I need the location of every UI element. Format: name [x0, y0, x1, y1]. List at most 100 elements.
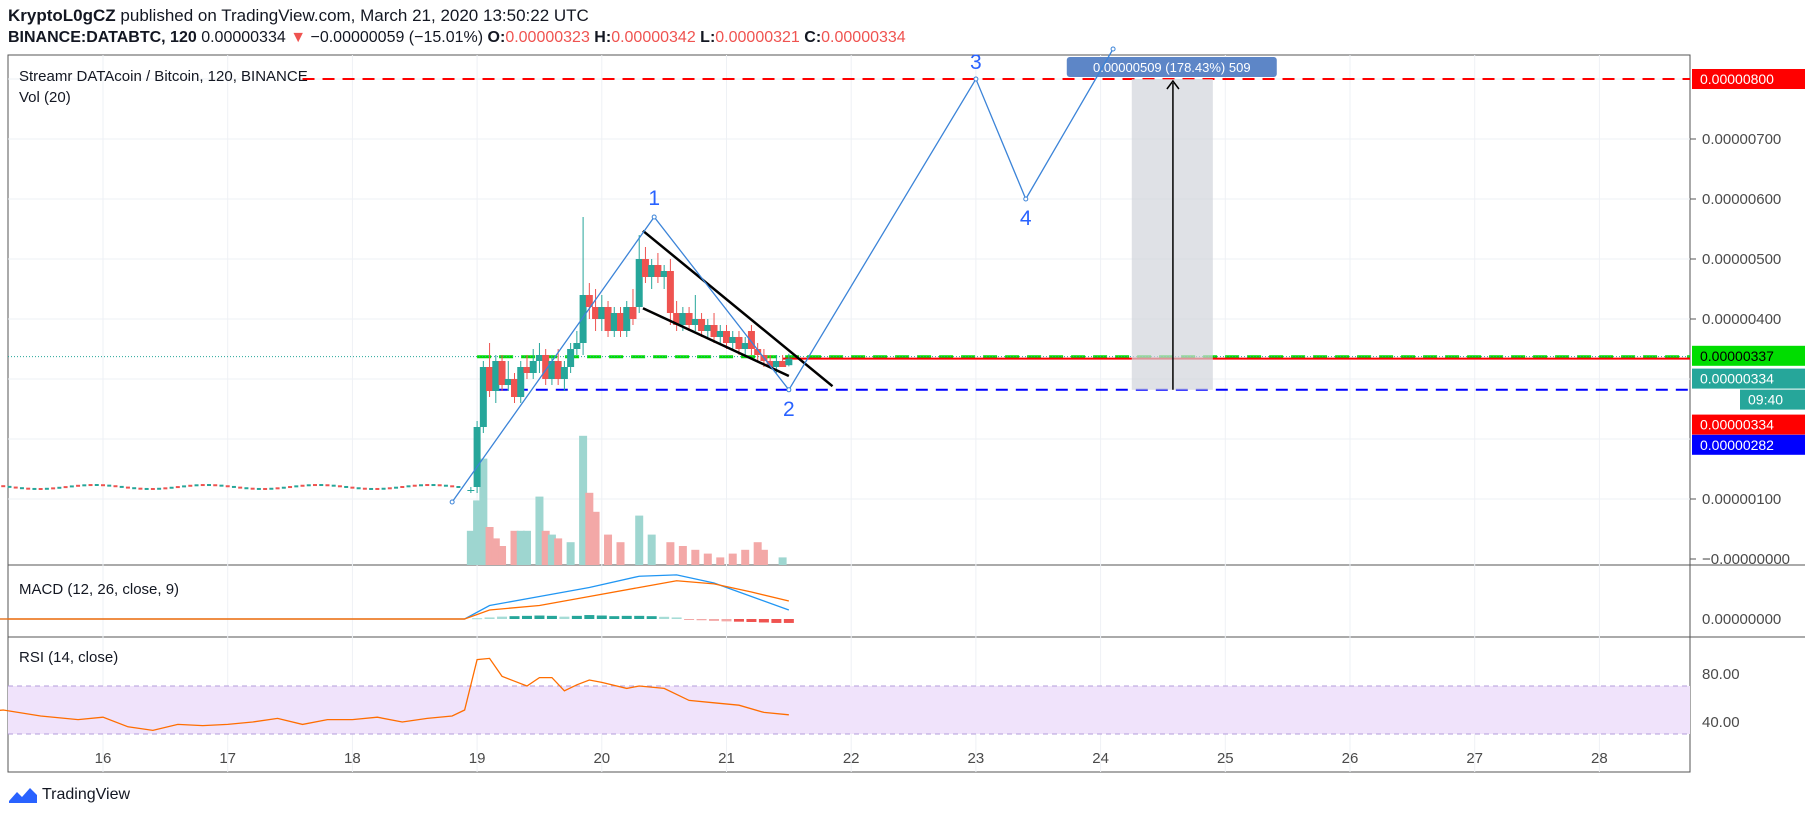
macd-histogram-bar: [484, 617, 495, 619]
projection-arrowhead: [1166, 79, 1180, 90]
time-tick-label: 27: [1466, 750, 1483, 767]
macd-histogram-bar: [472, 618, 483, 620]
grid: [8, 55, 1690, 772]
time-tick-label: 22: [843, 750, 860, 767]
candle-body: [585, 295, 593, 307]
volume-bar: [635, 515, 644, 565]
macd-histogram-bar: [634, 615, 645, 619]
low-label: L:: [700, 29, 716, 46]
green-price-tag-bg: [1692, 345, 1805, 366]
candle-body: [691, 319, 699, 325]
candle-body: [660, 271, 668, 277]
candle-body: [610, 313, 618, 331]
macd-histogram-bar: [497, 616, 508, 619]
macd-signal-line: [0, 580, 790, 620]
macd-histogram-bar: [746, 619, 757, 622]
volume-bar: [485, 527, 494, 565]
wedge-upper-line: [642, 229, 834, 388]
candle-body: [747, 331, 755, 349]
volume-bar: [498, 546, 507, 565]
candle-body: [560, 367, 568, 379]
volume-label: Vol (20): [19, 89, 71, 106]
macd-histogram-bar: [609, 616, 620, 619]
macd-histogram-bar: [709, 619, 720, 621]
candles: [1, 217, 793, 493]
falling-wedge: [642, 229, 834, 388]
candle-body: [635, 259, 643, 307]
volume-bar: [585, 492, 594, 565]
wave-point: [1110, 46, 1116, 52]
macd-line: [0, 574, 790, 620]
publish-line: KryptoL0gCZ published on TradingView.com…: [8, 6, 589, 26]
candle-body: [567, 349, 575, 367]
macd-histogram-bar: [758, 619, 769, 623]
low-value: 0.00000321: [715, 29, 800, 46]
wave-label: 2: [783, 398, 795, 421]
ohlc-line: BINANCE:DATABTC, 120 0.00000334 ▼ −0.000…: [8, 29, 906, 47]
tradingview-icon: [9, 788, 37, 803]
last-price-tag: 0.00000334: [1700, 371, 1774, 387]
price-tick-label: 0.00000700: [1702, 131, 1781, 148]
candle-body: [754, 349, 762, 355]
macd-histogram-bar: [571, 615, 582, 619]
time-tick-label: 28: [1591, 750, 1608, 767]
wave-point: [651, 214, 657, 220]
volume-bar: [753, 542, 762, 565]
time-tick-label: 24: [1092, 750, 1109, 767]
outer-border: [7, 54, 1691, 773]
volume-bar: [741, 549, 750, 565]
support-price-tag-bg: [1692, 434, 1805, 455]
candle-body: [766, 361, 774, 367]
candle-body: [641, 259, 649, 277]
volume-bar: [647, 534, 656, 565]
volume-bar: [510, 530, 519, 565]
volume-bar: [554, 538, 563, 565]
volume-bar: [535, 496, 544, 565]
candle-body: [486, 367, 494, 391]
macd-pane: [0, 574, 794, 623]
volume-bar: [516, 530, 525, 565]
macd-tick-label: 0.00000000: [1702, 611, 1781, 628]
high-value: 0.00000342: [611, 29, 696, 46]
change-value: −0.00000059 (−15.01%): [310, 29, 484, 46]
volume-bar: [703, 553, 712, 565]
price-tick-label: 0.00000100: [1702, 491, 1781, 508]
candle-body: [685, 313, 693, 325]
wave-label: 4: [1020, 207, 1032, 230]
volume-bar: [666, 542, 675, 565]
wave-path: [451, 48, 1114, 503]
close-value: 0.00000334: [821, 29, 906, 46]
candle-body: [573, 343, 581, 349]
countdown-tag: 09:40: [1748, 392, 1783, 408]
wave-label: 3: [970, 51, 982, 74]
last-price-tag-bg: [1692, 368, 1805, 389]
macd-histogram-bar: [659, 616, 670, 619]
tradingview-logo[interactable]: TradingView: [8, 786, 130, 804]
candle-body: [617, 313, 625, 331]
macd-histogram-bar: [534, 615, 545, 619]
macd-histogram-bar: [621, 615, 632, 619]
wave-point: [786, 387, 792, 393]
rsi-band-fill: [8, 686, 1690, 734]
target-price-tag-bg: [1692, 69, 1805, 89]
candle-body: [648, 265, 656, 277]
time-tick-label: 25: [1217, 750, 1234, 767]
author-name[interactable]: KryptoL0gCZ: [8, 6, 116, 25]
time-tick-label: 23: [968, 750, 985, 767]
macd-title: MACD (12, 26, close, 9): [19, 581, 179, 598]
projection-label: 0.00000509 (178.43%) 509: [1093, 60, 1251, 75]
candle-body: [679, 313, 687, 325]
wave-point: [1023, 196, 1029, 202]
wave-label: 1: [648, 187, 660, 210]
candle-body: [542, 355, 550, 379]
macd-histogram-bar: [646, 616, 657, 619]
candle-body: [548, 361, 556, 379]
macd-histogram-bar: [684, 619, 695, 620]
candle-body: [579, 295, 587, 343]
open-label: O:: [487, 29, 506, 46]
candle-body: [741, 343, 749, 349]
open-value: 0.00000323: [505, 29, 590, 46]
brand-text: TradingView: [42, 786, 131, 803]
target-price-tag: 0.00000800: [1700, 71, 1774, 87]
